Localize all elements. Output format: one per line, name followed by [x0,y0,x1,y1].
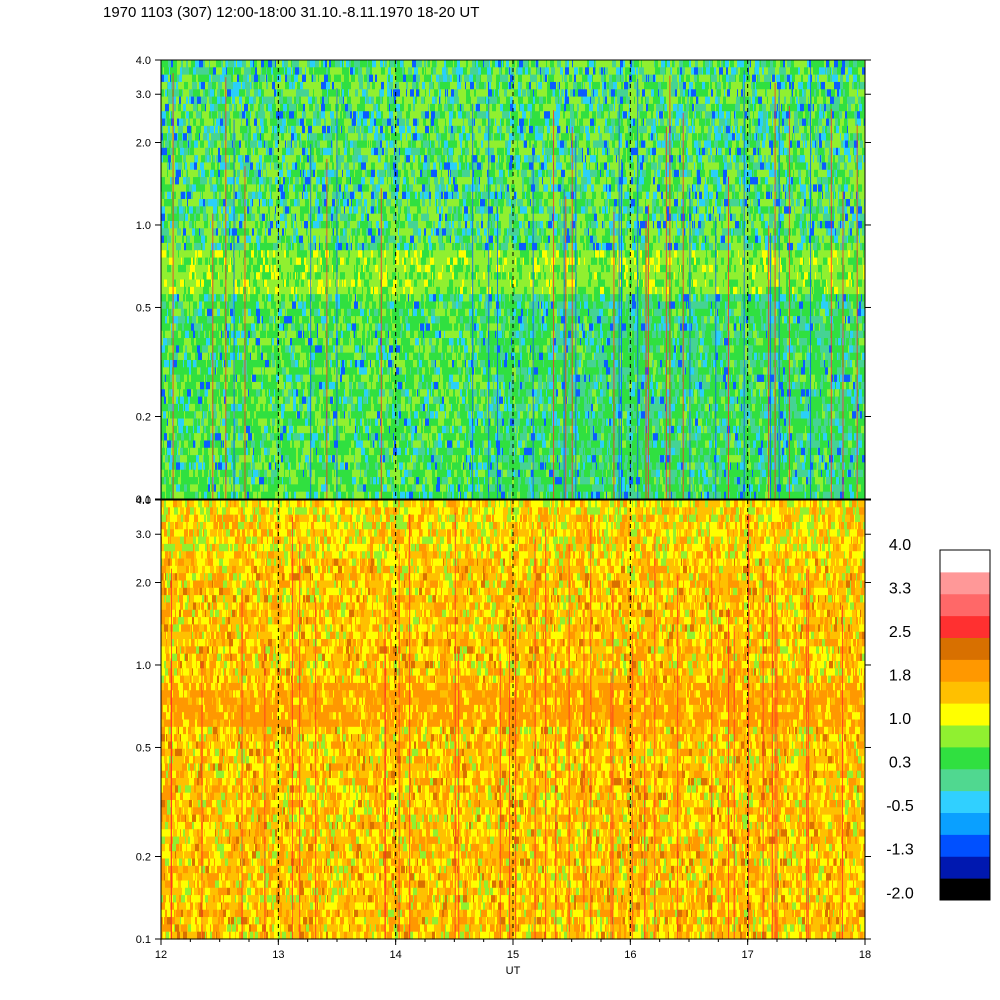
colorbar-label: 1.8 [889,668,911,685]
x-tick-label: 13 [272,949,284,961]
x-tick-label: 18 [859,949,871,961]
colorbar-swatch [940,572,990,594]
colorbar-label: 0.3 [889,755,911,772]
colorbar-label: 2.5 [889,624,911,641]
colorbar-swatch [940,703,990,725]
heatmap-panel-2 [161,500,865,940]
colorbar-swatch [940,659,990,681]
colorbar-label: 3.3 [889,581,911,598]
colorbar-swatch [940,878,990,900]
colorbar-label: 4.0 [889,537,911,554]
x-tick-label: 12 [155,949,167,961]
y-tick-label: 3.0 [136,89,151,101]
y-tick-label: 0.5 [136,742,151,754]
y-tick-label: 1.0 [136,660,151,672]
y-tick-label: 1.0 [136,220,151,232]
colorbar-swatch [940,791,990,813]
colorbar-label: -1.3 [886,842,914,859]
colorbar-label: -2.0 [886,885,914,902]
colorbar-swatch [940,725,990,747]
colorbar-label: 1.0 [889,711,911,728]
x-tick-label: 14 [390,949,402,961]
y-tick-label: 4.0 [136,495,151,507]
colorbar-label: -0.5 [886,798,914,815]
y-tick-label: 0.1 [136,934,151,946]
colorbar [940,550,990,901]
y-tick-label: 3.0 [136,529,151,541]
y-tick-label: 4.0 [136,55,151,67]
x-axis-label: UT [506,965,521,977]
colorbar-swatch [940,747,990,769]
y-tick-label: 0.5 [136,302,151,314]
colorbar-swatch [940,834,990,856]
colorbar-swatch [940,856,990,878]
colorbar-swatch [940,769,990,791]
colorbar-swatch [940,638,990,660]
colorbar-swatch [940,681,990,703]
y-tick-label: 2.0 [136,577,151,589]
colorbar-swatch [940,594,990,616]
x-tick-label: 15 [507,949,519,961]
y-tick-label: 0.2 [136,412,151,424]
y-tick-label: 2.0 [136,137,151,149]
heatmap-panel-1 [161,60,865,500]
colorbar-swatch [940,813,990,835]
x-tick-label: 17 [742,949,754,961]
colorbar-swatch [940,616,990,638]
x-tick-label: 16 [624,949,636,961]
colorbar-swatch [940,550,990,572]
y-tick-label: 0.2 [136,852,151,864]
